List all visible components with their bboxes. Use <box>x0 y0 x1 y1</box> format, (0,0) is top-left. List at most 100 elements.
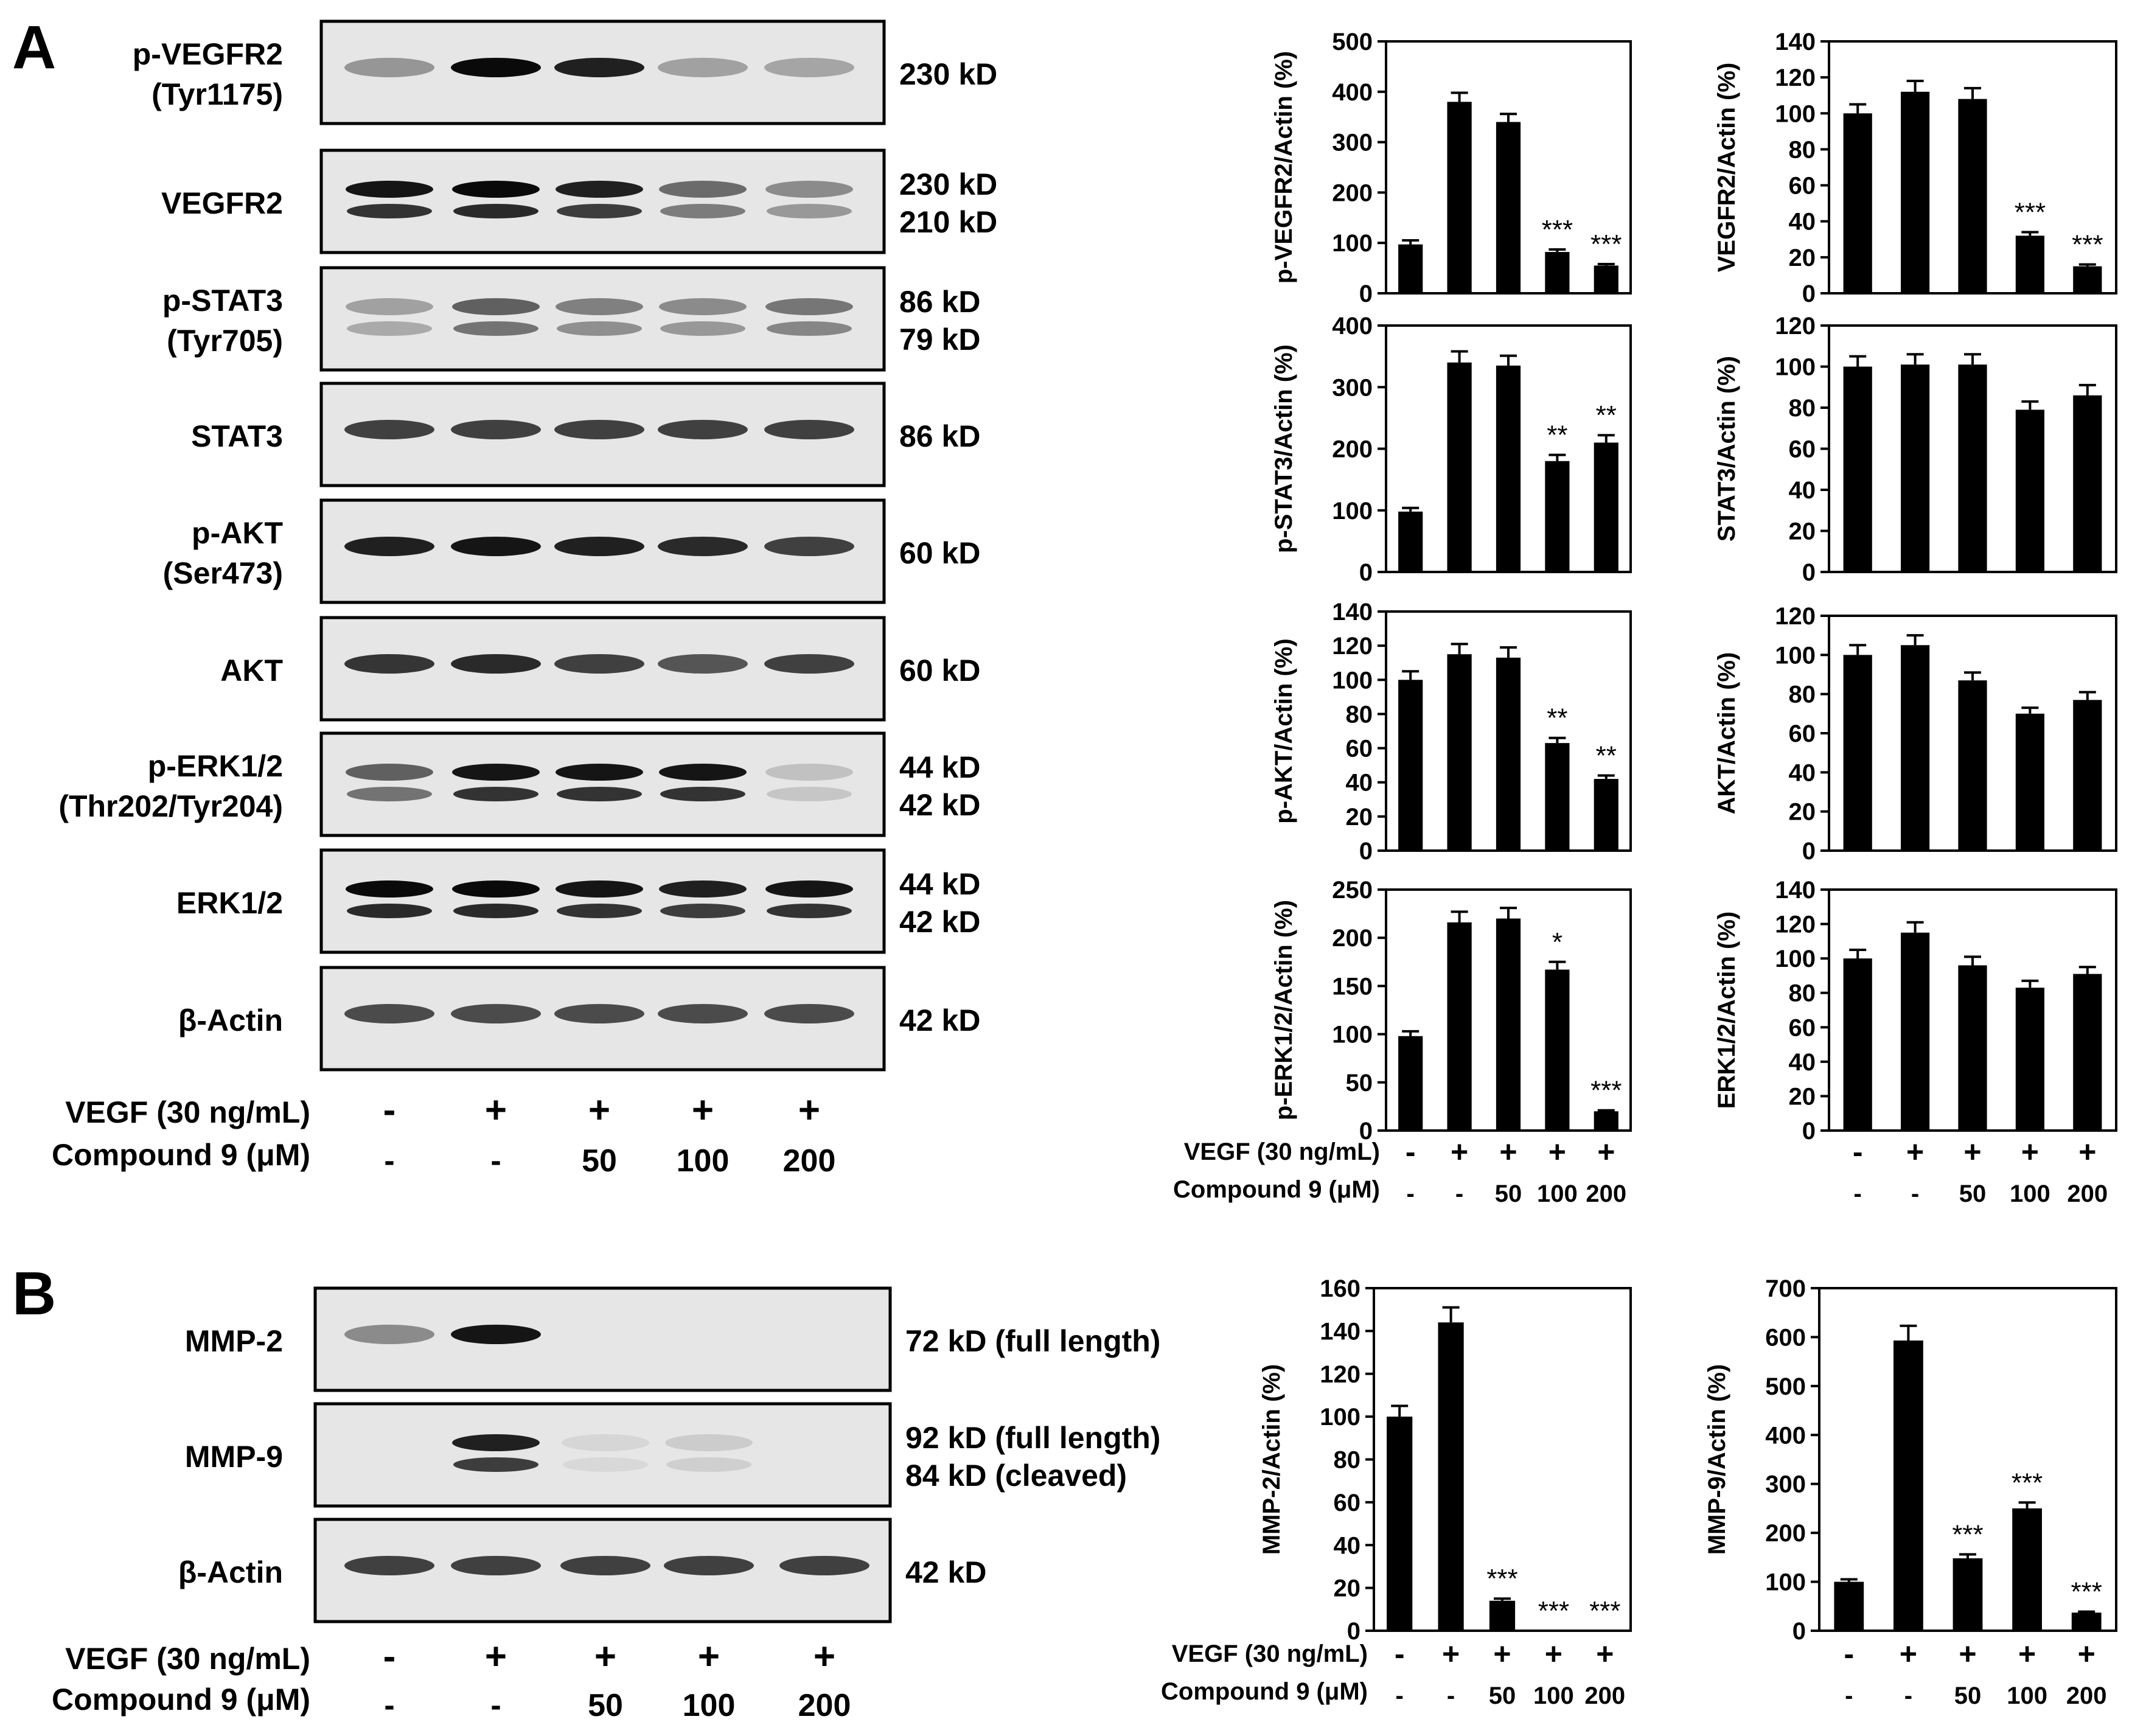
blot-band <box>658 1004 748 1023</box>
blot-band <box>764 58 854 77</box>
y-tick-label: 500 <box>1332 29 1373 55</box>
band-size-label: 60 kD <box>899 536 980 570</box>
band-size-label: 42 kD <box>899 788 980 822</box>
y-tick-label: 40 <box>1789 209 1816 235</box>
y-axis-label: p-VEGFR2/Actin (%) <box>1270 51 1297 284</box>
blot-label: STAT3 <box>191 419 283 453</box>
bar <box>2015 988 2044 1131</box>
blot-band <box>562 1434 649 1451</box>
compound-dose: - <box>1911 1180 1919 1207</box>
bar <box>1843 113 1872 294</box>
y-tick-label: 140 <box>1320 1318 1360 1345</box>
band-size-label: 230 kD <box>899 167 997 201</box>
vegf-sign: - <box>1853 1135 1863 1169</box>
vegf-sign: + <box>1548 1135 1566 1169</box>
y-tick-label: 20 <box>1789 518 1816 545</box>
bar <box>1843 655 1872 851</box>
blot-band <box>666 1457 751 1472</box>
vegf-sign: - <box>1395 1637 1405 1671</box>
vegf-sign: + <box>1451 1135 1468 1169</box>
blot-label: β-Actin <box>178 1003 283 1037</box>
blot-band <box>556 181 643 198</box>
bar <box>1594 779 1618 851</box>
blot-band <box>451 537 541 556</box>
blot-band <box>557 321 642 336</box>
compound-dose: 50 <box>582 1143 617 1179</box>
bar <box>1834 1581 1864 1631</box>
y-tick-label: 250 <box>1332 877 1373 904</box>
significance-marker: ** <box>1547 703 1567 733</box>
bar <box>2015 235 2044 293</box>
compound-dose: - <box>1904 1682 1912 1709</box>
blot-label: (Thr202/Tyr204) <box>58 789 283 823</box>
bar <box>1398 1036 1423 1131</box>
blot-band <box>452 1434 540 1451</box>
bar <box>1953 1558 1983 1631</box>
bar <box>2015 713 2044 851</box>
y-tick-label: 80 <box>1346 701 1373 728</box>
significance-marker: *** <box>1590 1076 1622 1106</box>
blot-band <box>451 1004 541 1023</box>
significance-marker: *** <box>1589 1596 1620 1626</box>
compound-dose: 200 <box>798 1688 851 1723</box>
bar <box>1893 1340 1923 1631</box>
compound-dose: 100 <box>2010 1180 2050 1207</box>
y-tick-label: 100 <box>1775 642 1816 669</box>
vegf-row-label: VEGF (30 ng/mL) <box>1172 1640 1368 1667</box>
bar <box>1545 252 1570 293</box>
blot-band <box>665 1434 753 1451</box>
compound-dose: - <box>1845 1682 1853 1709</box>
vegf-sign: + <box>1493 1637 1511 1671</box>
y-tick-label: 60 <box>1789 436 1816 463</box>
y-tick-label: 600 <box>1765 1324 1806 1351</box>
compound-dose: 100 <box>2007 1682 2047 1709</box>
y-tick-label: 500 <box>1765 1373 1806 1400</box>
y-axis-label: VEGFR2/Actin (%) <box>1713 63 1740 272</box>
y-tick-label: 120 <box>1775 64 1816 91</box>
blot-label: (Tyr705) <box>167 324 283 358</box>
bar <box>1594 1111 1618 1131</box>
blot-label: β-Actin <box>178 1555 283 1589</box>
blot-band <box>344 1325 434 1344</box>
blot-band <box>658 58 748 77</box>
vegf-sign: + <box>2018 1637 2036 1671</box>
y-tick-label: 200 <box>1765 1520 1806 1547</box>
blot-band <box>453 204 538 218</box>
y-tick-label: 60 <box>1346 736 1373 762</box>
y-axis-label: ERK1/2/Actin (%) <box>1713 912 1740 1109</box>
y-tick-label: 40 <box>1789 759 1816 786</box>
compound-dose: 50 <box>588 1688 623 1723</box>
blot-band <box>765 764 853 781</box>
vegf-sign: - <box>1844 1637 1854 1671</box>
band-size-label: 84 kD (cleaved) <box>905 1459 1127 1493</box>
y-tick-label: 300 <box>1332 374 1373 401</box>
bar <box>1398 244 1423 293</box>
y-tick-label: 0 <box>1359 838 1373 865</box>
compound-dose: 100 <box>677 1143 730 1179</box>
y-axis-label: AKT/Actin (%) <box>1713 652 1740 815</box>
blot-band <box>556 764 643 781</box>
blot-label: MMP-2 <box>185 1324 283 1358</box>
y-tick-label: 120 <box>1332 633 1373 660</box>
vegf-sign: + <box>1596 1637 1614 1671</box>
vegf-row-label: VEGF (30 ng/mL) <box>65 1095 310 1129</box>
bar <box>1447 362 1472 572</box>
vegf-sign: + <box>1442 1637 1460 1671</box>
bar-chart: 0 100 200 300 400 500 p-VEGFR2/Actin (%) *** *** <box>1270 29 1632 307</box>
y-tick-label: 300 <box>1765 1471 1806 1498</box>
vegf-sign: + <box>1499 1135 1517 1169</box>
bar <box>2073 700 2102 851</box>
blot-band <box>659 880 747 898</box>
blot-band <box>346 298 433 315</box>
y-axis-label: STAT3/Actin (%) <box>1713 356 1740 542</box>
blot-band <box>767 204 852 218</box>
blot-band <box>765 880 853 898</box>
bar <box>1496 365 1521 572</box>
bar <box>1496 657 1521 851</box>
compound-dose: - <box>1854 1180 1862 1207</box>
y-tick-label: 80 <box>1789 682 1816 708</box>
significance-marker: *** <box>1538 1596 1569 1626</box>
blot-band <box>344 654 434 674</box>
bar-chart: 0 100 200 300 400 500 600 700 MMP-9/Actin (%) ***… <box>1704 1275 2117 1709</box>
